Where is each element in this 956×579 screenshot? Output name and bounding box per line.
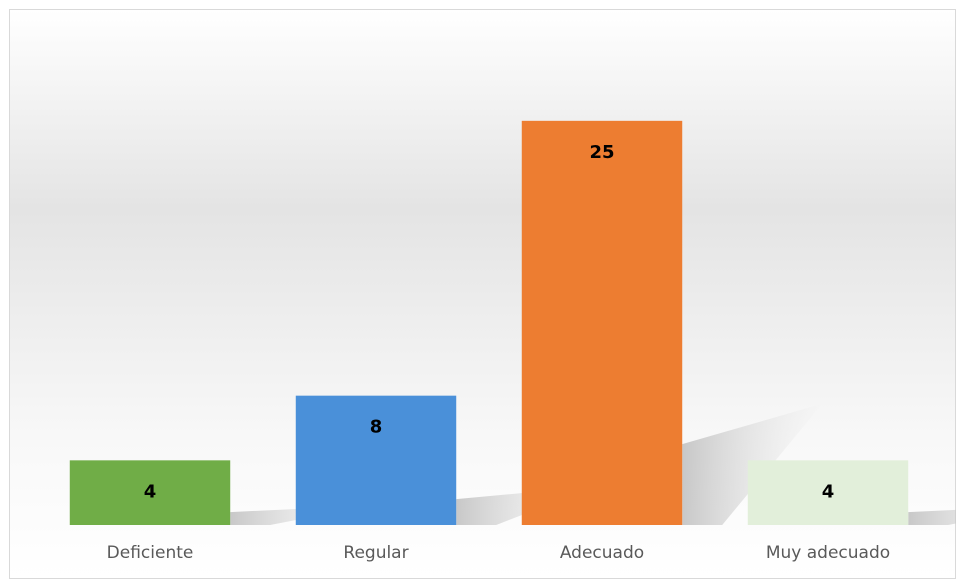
data-label: 8	[370, 417, 383, 438]
data-label: 4	[144, 481, 157, 502]
bar	[521, 120, 683, 525]
data-label: 4	[822, 481, 835, 502]
bar-shadow	[908, 509, 956, 525]
x-tick-label: Deficiente	[107, 543, 194, 563]
x-tick-label: Muy adecuado	[766, 543, 890, 563]
bar	[69, 460, 231, 525]
data-label: 25	[589, 142, 614, 163]
bar	[747, 460, 909, 525]
x-tick-label: Regular	[343, 543, 408, 563]
x-tick-label: Adecuado	[560, 543, 644, 563]
bar	[295, 395, 457, 525]
